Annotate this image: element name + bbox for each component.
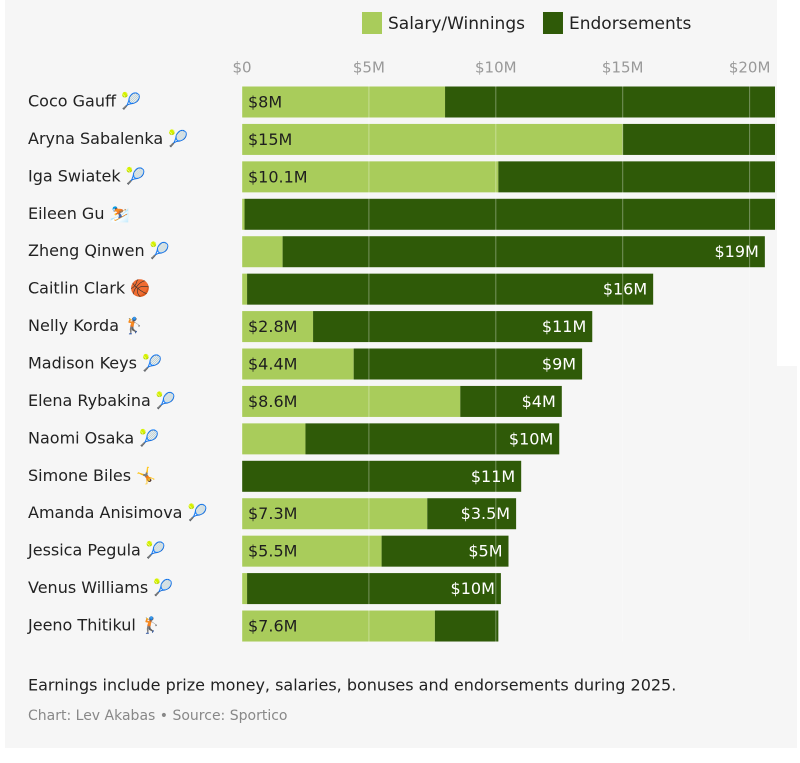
y-tick-label: Iga Swiatek 🎾 [28, 166, 146, 185]
bar-segment [242, 423, 306, 455]
x-tick-label: $10M [475, 59, 517, 77]
y-tick-label: Eileen Gu ⛷️ [28, 204, 129, 223]
value-label: $10M [509, 429, 553, 448]
value-label: $11M [542, 317, 586, 336]
value-label: $8M [248, 93, 282, 112]
bar-segment [242, 610, 435, 642]
bar-segment [242, 198, 245, 230]
value-label: $11M [471, 467, 515, 486]
bar-segment [247, 273, 654, 305]
bar-segment [242, 385, 461, 417]
bar-segment [313, 311, 593, 343]
bar-segment [242, 86, 446, 118]
bar-segment [353, 348, 583, 380]
y-tick-label: Zheng Qinwen 🎾 [28, 241, 170, 260]
bar-segment [622, 123, 775, 155]
bar-segment [282, 236, 765, 268]
bar-segment [242, 535, 382, 567]
value-label: $3.5M [461, 504, 510, 523]
bar-segment [242, 573, 248, 605]
value-label: $15M [248, 130, 292, 149]
bar-segment [381, 535, 509, 567]
bar-segment [242, 311, 314, 343]
x-tick-label: $0 [232, 59, 251, 77]
y-tick-label: Simone Biles 🤸 [28, 466, 156, 485]
x-tick-label: $5M [353, 59, 385, 77]
bar-segment [305, 423, 560, 455]
value-label: $5.5M [248, 542, 297, 561]
y-tick-label: Madison Keys 🎾 [28, 354, 162, 373]
value-label: $8.6M [248, 392, 297, 411]
bar-segment [242, 273, 248, 305]
credit: Chart: Lev Akabas • Source: Sportico [28, 708, 287, 724]
crop-patch [777, 0, 800, 366]
x-tick-label: $20M [729, 59, 771, 77]
bar-segment [445, 86, 775, 118]
bar-segment [247, 573, 501, 605]
y-tick-label: Caitlin Clark 🏀 [28, 278, 150, 299]
bar-segment [242, 348, 354, 380]
legend-label: Endorsements [569, 14, 691, 34]
y-tick-label: Amanda Anisimova 🎾 [28, 503, 208, 522]
bar-segment [498, 161, 775, 193]
value-label: $16M [603, 280, 647, 299]
x-tick-label: $15M [602, 59, 644, 77]
value-label: $10M [451, 579, 495, 598]
bar-segment [244, 198, 775, 230]
legend-label: Salary/Winnings [388, 14, 525, 34]
value-label: $2.8M [248, 317, 297, 336]
value-label: $7.3M [248, 504, 297, 523]
bar-segment [242, 498, 428, 530]
value-label: $10.1M [248, 167, 308, 186]
bar-segment [460, 385, 562, 417]
bar-segment [242, 460, 522, 492]
value-label: $19M [715, 242, 759, 261]
bar-segment [427, 498, 517, 530]
bar-segment [242, 161, 499, 193]
y-tick-label: Jeeno Thitikul 🏌️ [27, 616, 161, 635]
bar-segment [434, 610, 499, 642]
legend-swatch [542, 12, 563, 34]
plot: $8M $15M $10.1M $19M $16M $2.8M $11M $4.4M $9M $8… [241, 84, 775, 642]
value-label: $5M [468, 542, 502, 561]
y-tick-label: Naomi Osaka 🎾 [28, 428, 159, 447]
y-tick-label: Jessica Pegula 🎾 [27, 541, 166, 560]
y-tick-label: Aryna Sabalenka 🎾 [28, 129, 188, 148]
y-tick-label: Nelly Korda 🏌️ [28, 316, 144, 335]
bar-segment [242, 236, 283, 268]
note: Earnings include prize money, salaries, … [28, 676, 676, 695]
bar-segment [242, 123, 623, 155]
value-label: $7.6M [248, 617, 297, 636]
value-label: $4M [522, 392, 556, 411]
y-tick-label: Coco Gauff 🎾 [28, 92, 141, 111]
value-label: $4.4M [248, 355, 297, 374]
y-tick-label: Elena Rybakina 🎾 [28, 391, 176, 410]
y-tick-label: Venus Williams 🎾 [28, 578, 173, 597]
legend-swatch [362, 12, 382, 34]
value-label: $9M [542, 355, 576, 374]
